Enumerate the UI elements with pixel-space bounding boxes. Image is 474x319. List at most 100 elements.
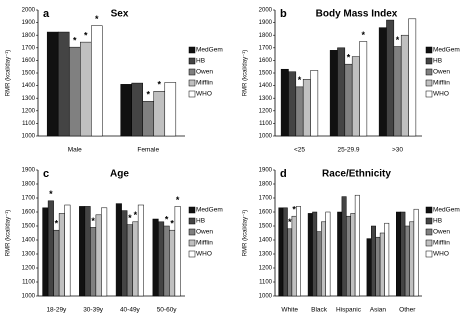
panel: 1000 1100 1200 1300 1400 1500 1600 1700 1800 1900… bbox=[6, 168, 223, 314]
significance-mark: * bbox=[170, 219, 174, 229]
bar bbox=[404, 225, 410, 297]
bar bbox=[95, 214, 102, 297]
y-axis-label: RMR (kcal/day⁻¹) bbox=[243, 210, 249, 257]
significance-mark: * bbox=[128, 213, 132, 223]
y-tick-label: 1000 bbox=[259, 134, 273, 140]
y-tick-label: 2000 bbox=[22, 8, 36, 14]
x-tick-label: 30-39y bbox=[83, 307, 104, 314]
bar bbox=[302, 79, 311, 137]
x-tick-label: White bbox=[281, 307, 298, 314]
bar bbox=[42, 207, 49, 297]
y-tick-label: 1600 bbox=[259, 210, 273, 216]
bar bbox=[337, 47, 346, 137]
x-tick-label: 50-60y bbox=[157, 307, 178, 314]
bar bbox=[101, 207, 108, 297]
chart-title: Race/Ethnicity bbox=[322, 169, 391, 180]
bar bbox=[152, 218, 159, 297]
legend-label: HB bbox=[433, 58, 442, 65]
bar bbox=[350, 213, 356, 297]
bar bbox=[53, 229, 60, 297]
bar bbox=[386, 19, 395, 137]
bar bbox=[68, 46, 81, 137]
bar bbox=[341, 196, 347, 297]
x-tick-label: Hispanic bbox=[336, 307, 362, 314]
y-tick-label: 1600 bbox=[22, 210, 36, 216]
bar bbox=[47, 200, 54, 297]
bar bbox=[344, 63, 353, 137]
bar bbox=[375, 236, 381, 297]
bar bbox=[121, 210, 128, 297]
legend-swatch bbox=[425, 46, 433, 54]
y-tick-label: 1900 bbox=[259, 20, 273, 26]
legend-label: WHO bbox=[433, 251, 449, 258]
y-tick-label: 1700 bbox=[22, 196, 36, 202]
bar bbox=[307, 213, 313, 297]
legend-label: Owen bbox=[433, 69, 450, 76]
y-tick-label: 1600 bbox=[259, 58, 273, 64]
significance-mark: * bbox=[146, 90, 150, 100]
y-tick-label: 1000 bbox=[259, 294, 273, 300]
significance-mark: * bbox=[55, 219, 59, 229]
bar bbox=[354, 194, 360, 297]
panel: 1000 1100 1200 1300 1400 1500 1600 1700 1800 1900… bbox=[6, 8, 223, 154]
legend-swatch bbox=[188, 250, 196, 258]
y-tick-label: 1100 bbox=[259, 280, 273, 286]
bar bbox=[132, 221, 139, 297]
bar bbox=[142, 101, 155, 137]
legend-label: HB bbox=[433, 218, 442, 225]
legend-label: HB bbox=[196, 58, 205, 65]
legend-swatch bbox=[188, 57, 196, 65]
x-tick-label: Other bbox=[399, 307, 416, 314]
significance-mark: * bbox=[347, 53, 351, 63]
significance-mark: * bbox=[91, 216, 95, 226]
bar bbox=[174, 206, 181, 297]
legend-label: MedGem bbox=[196, 47, 223, 54]
legend-swatch bbox=[188, 68, 196, 76]
bar bbox=[295, 86, 304, 137]
bar bbox=[366, 238, 372, 297]
bar bbox=[90, 227, 97, 297]
y-tick-label: 1300 bbox=[22, 96, 36, 102]
y-tick-label: 1400 bbox=[22, 83, 36, 89]
y-tick-label: 1700 bbox=[22, 45, 36, 51]
bar bbox=[393, 46, 402, 137]
legend-label: Mifflin bbox=[196, 240, 213, 247]
bar bbox=[169, 229, 176, 297]
bar bbox=[280, 68, 289, 137]
bar bbox=[46, 31, 59, 137]
significance-mark: * bbox=[95, 14, 99, 24]
x-tick-label: 25-29.9 bbox=[337, 147, 359, 154]
legend-swatch bbox=[425, 228, 433, 236]
bar bbox=[400, 211, 406, 297]
legend-swatch bbox=[425, 250, 433, 258]
significance-mark: * bbox=[73, 36, 77, 46]
legend-label: Owen bbox=[433, 229, 450, 236]
bar bbox=[396, 211, 401, 297]
chart-title: Body Mass Index bbox=[316, 9, 398, 20]
significance-mark: * bbox=[292, 205, 296, 215]
y-tick-label: 1400 bbox=[259, 238, 273, 244]
legend-label: Owen bbox=[196, 229, 213, 236]
bar bbox=[278, 207, 284, 297]
legend-label: MedGem bbox=[196, 207, 223, 214]
significance-mark: * bbox=[49, 189, 53, 199]
y-tick-label: 1000 bbox=[22, 134, 36, 140]
bar bbox=[282, 207, 288, 297]
legend-label: Owen bbox=[196, 69, 213, 76]
bar bbox=[287, 228, 293, 297]
bar bbox=[310, 70, 319, 137]
significance-mark: * bbox=[84, 31, 88, 41]
bar bbox=[408, 18, 417, 137]
bar bbox=[131, 82, 143, 137]
significance-mark: * bbox=[158, 80, 162, 90]
y-tick-label: 1600 bbox=[22, 58, 36, 64]
bar bbox=[158, 221, 165, 297]
y-tick-label: 1800 bbox=[259, 33, 273, 39]
legend-swatch bbox=[188, 217, 196, 225]
x-tick-label: Asian bbox=[370, 307, 387, 314]
significance-mark: * bbox=[134, 210, 138, 220]
legend-swatch bbox=[425, 79, 433, 87]
y-tick-label: 1700 bbox=[259, 45, 273, 51]
legend-swatch bbox=[188, 79, 196, 87]
